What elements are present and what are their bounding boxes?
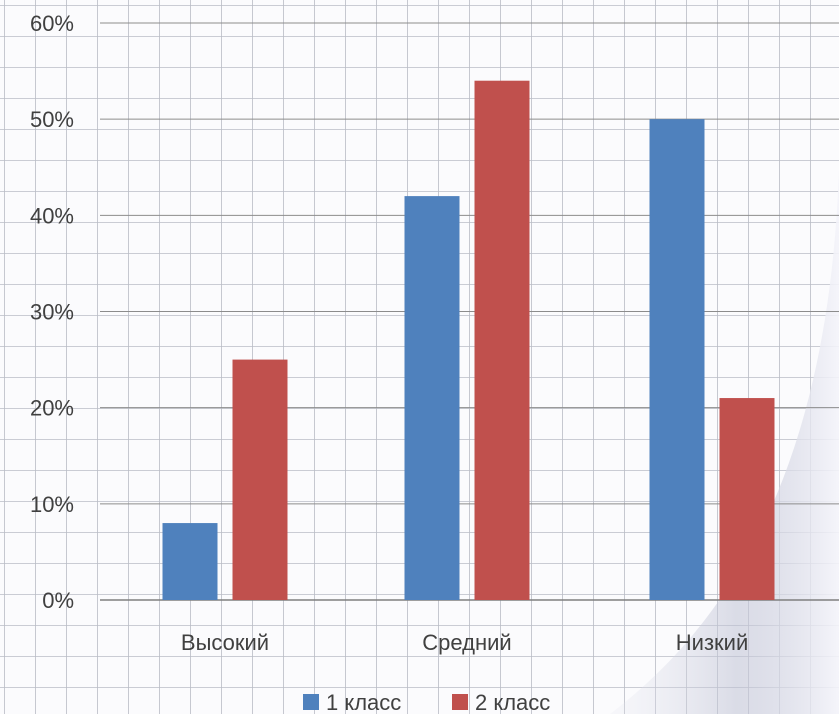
legend-label: 1 класс [326, 690, 401, 714]
bar-2-3 [719, 398, 775, 600]
category-label: Средний [422, 630, 511, 655]
legend-swatch [452, 694, 468, 710]
y-tick-label: 50% [30, 107, 74, 132]
y-tick-label: 40% [30, 203, 74, 228]
y-tick-label: 20% [30, 396, 74, 421]
y-tick-label: 30% [30, 300, 74, 325]
bar-2-1 [232, 359, 288, 600]
y-tick-label: 0% [42, 588, 74, 613]
legend-label: 2 класс [475, 690, 550, 714]
legend-swatch [303, 694, 319, 710]
gridlines [100, 22, 839, 505]
bars [162, 80, 775, 601]
category-label: Низкий [676, 630, 748, 655]
bar-1-2 [404, 196, 460, 600]
y-tick-labels: 0% 10% 20% 30% 40% 50% 60% [30, 11, 74, 613]
bar-1-1 [162, 523, 218, 600]
legend: 1 класс 2 класс [303, 690, 550, 714]
page-curl-decoration [610, 170, 839, 714]
category-label: Высокий [181, 630, 269, 655]
y-tick-label: 10% [30, 492, 74, 517]
y-tick-label: 60% [30, 11, 74, 36]
bar-2-2 [474, 80, 530, 600]
category-labels: Высокий Средний Низкий [181, 630, 748, 655]
bar-1-3 [649, 119, 705, 601]
